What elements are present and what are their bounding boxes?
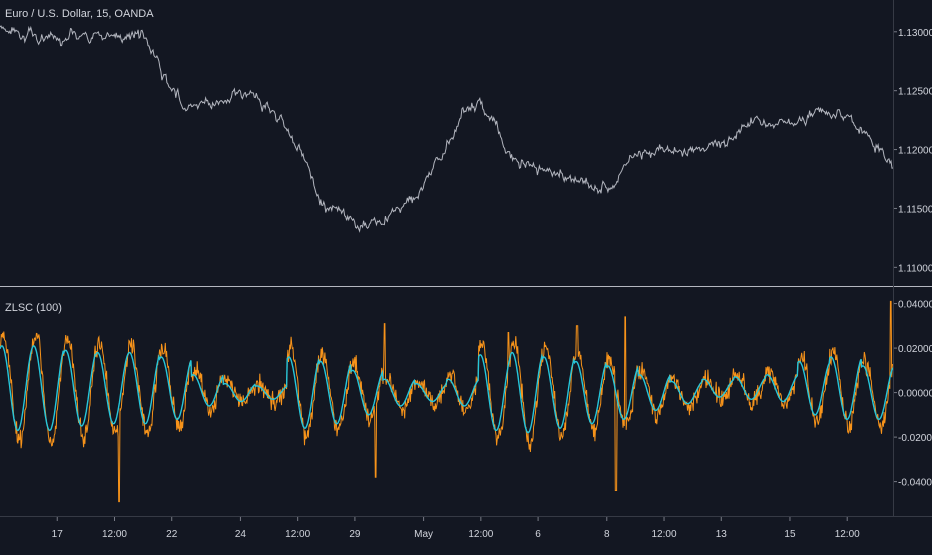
oscillator-y-tick-label: 0.04000 [898,300,932,311]
price-y-tick-label: 1.12500 [898,87,932,98]
time-axis-tick-label: 12:00 [102,529,127,540]
oscillator-y-tick-label: -0.02000 [898,433,932,444]
price-chart-title: Euro / U.S. Dollar, 15, OANDA [5,8,154,20]
oscillator-title: ZLSC (100) [5,302,62,314]
time-axis-tick-label: 22 [166,529,178,540]
time-axis-tick-label: May [414,529,433,540]
price-y-tick-label: 1.11000 [898,263,932,274]
time-axis-tick-label: 12:00 [285,529,310,540]
price-y-tick-label: 1.12000 [898,146,932,157]
price-y-tick-label: 1.13000 [898,28,932,39]
time-axis-tick-label: 17 [52,529,64,540]
price-y-tick-label: 1.11500 [898,204,932,215]
price-series-line [0,25,894,233]
time-axis-tick-label: 12:00 [835,529,860,540]
time-axis-tick-label: 24 [235,529,247,540]
oscillator-y-tick-label: -0.04000 [898,478,932,489]
oscillator-y-tick-label: 0.02000 [898,344,932,355]
time-axis[interactable]: 17 12:00 22 24 12:00 29 May 12:00 6 8 12:00 13 15 12:… [52,517,860,540]
oscillator-pane[interactable]: 0.04000 0.02000 0.00000 -0.02000 -0.04000 ZL… [0,300,932,503]
time-axis-tick-label: 13 [716,529,728,540]
time-axis-tick-label: 6 [535,529,541,540]
time-axis-tick-label: 8 [604,529,610,540]
price-pane[interactable]: 1.13000 1.12500 1.12000 1.11500 1.11000 Euro… [0,8,932,274]
time-axis-tick-label: 15 [784,529,796,540]
time-axis-tick-label: 29 [349,529,361,540]
oscillator-y-tick-label: 0.00000 [898,389,932,400]
oscillator-signal-line [0,345,894,434]
time-axis-tick-label: 12:00 [652,529,677,540]
time-axis-tick-label: 12:00 [468,529,493,540]
